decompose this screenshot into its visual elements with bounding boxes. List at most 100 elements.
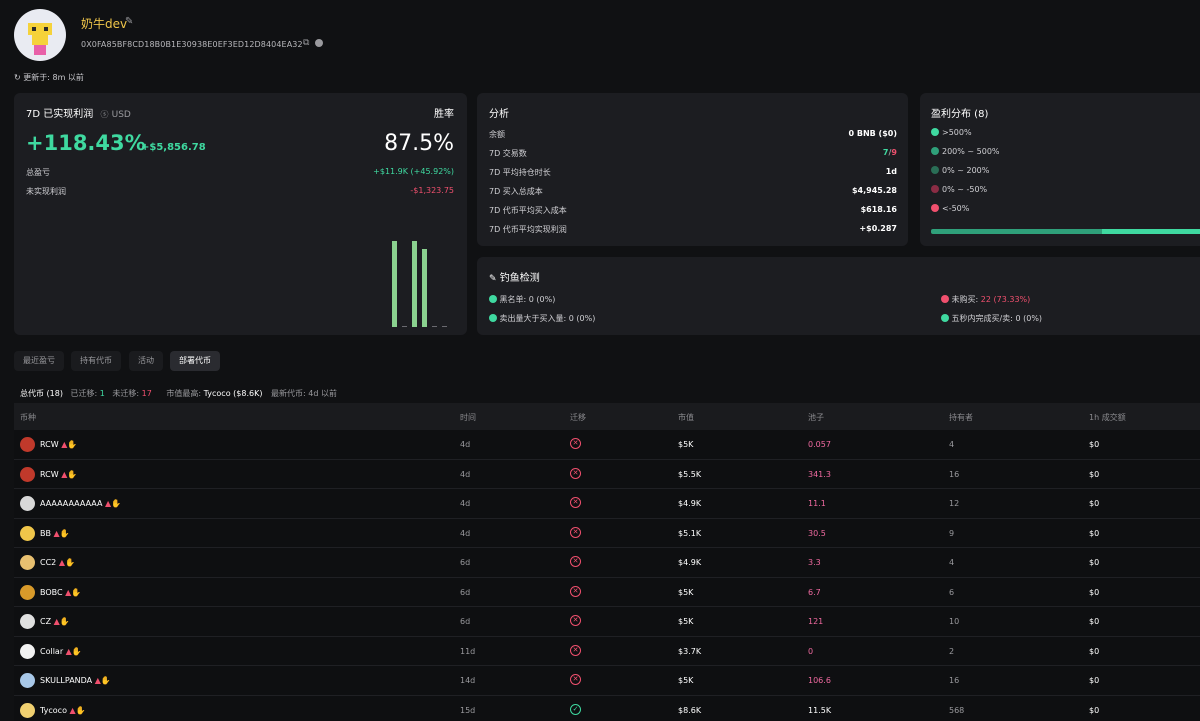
table-row[interactable]: RCW ▲✋ 4d ✕ $5.5K 341.3 16 $0 [14, 459, 1200, 489]
token-name[interactable]: CZ ▲✋ [40, 617, 70, 626]
unrealized-value: -$1,323.75 [410, 186, 454, 195]
sold-more-dot [489, 314, 497, 322]
chain-icon[interactable] [315, 39, 323, 47]
token-holders: 12 [949, 499, 960, 508]
token-pool: 3.3 [808, 558, 821, 567]
fast-trade-dot [941, 314, 949, 322]
x-circle-icon: ✕ [570, 467, 581, 479]
summary-not-migrated-label: 未迁移: [112, 389, 140, 398]
token-name[interactable]: BOBC ▲✋ [40, 588, 81, 597]
table-row[interactable]: Collar ▲✋ 11d ✕ $3.7K 0 2 $0 [14, 636, 1200, 666]
token-icon [20, 525, 35, 541]
token-volume: $0 [1089, 558, 1100, 567]
token-name[interactable]: RCW ▲✋ [40, 470, 77, 479]
refresh-icon[interactable]: ↻ [14, 73, 21, 82]
trades-sep: / [888, 148, 892, 157]
trades-value: 7/9 [883, 148, 897, 157]
x-circle-icon: ✕ [570, 497, 581, 508]
token-holders: 10 [949, 617, 960, 626]
token-name-text[interactable]: CC2 [40, 558, 57, 567]
token-time: 4d [460, 528, 471, 538]
hand-icon: ✋ [67, 469, 78, 479]
sold-more-text: 卖出量大于买入量: 0 (0%) [499, 314, 596, 323]
x-circle-icon: ✕ [570, 615, 581, 626]
token-name-text[interactable]: BOBC [40, 587, 63, 597]
token-pool: 0.057 [808, 440, 831, 449]
col-token[interactable]: 币种 [20, 413, 36, 422]
token-name[interactable]: CC2 ▲✋ [40, 558, 75, 567]
col-migrated[interactable]: 迁移 [570, 413, 586, 422]
table-row[interactable]: BB ▲✋ 4d ✕ $5.1K 30.5 9 $0 [14, 518, 1200, 548]
table-row[interactable]: CC2 ▲✋ 6d ✕ $4.9K 3.3 4 $0 [14, 548, 1200, 578]
token-name-text[interactable]: Tycoco [40, 705, 67, 715]
trades-label: 7D 交易数 [489, 149, 527, 158]
wallet-address: 0X0FA85BF8CD18B0B1E30938E0EF3ED12D8404EA… [81, 40, 303, 49]
hold-time-label: 7D 平均持仓时长 [489, 168, 551, 177]
tab-activity[interactable]: 活动 [129, 351, 163, 371]
token-mcap: $5K [678, 587, 694, 597]
col-time[interactable]: 时间 [460, 413, 476, 422]
distribution-item: <-50% [931, 204, 969, 213]
winrate-label: 胜率 [434, 109, 454, 120]
table-row[interactable]: RCW ▲✋ 4d ✕ $5K 0.057 4 $0 [14, 430, 1200, 460]
token-name-text[interactable]: SKULLPANDA [40, 676, 93, 685]
token-pool: 0 [808, 646, 814, 656]
token-holders: 2 [949, 646, 955, 656]
distribution-bar-segment [1102, 229, 1200, 234]
token-name[interactable]: Collar ▲✋ [40, 647, 82, 656]
currency-label[interactable]: USD [111, 110, 131, 120]
copy-icon[interactable]: ⧉ [303, 38, 310, 48]
col-pool[interactable]: 池子 [808, 413, 824, 422]
token-name-text[interactable]: AAAAAAAAAAA [40, 499, 103, 508]
currency-icon[interactable]: ⓢ [100, 110, 109, 119]
tab-deployed-tokens[interactable]: 部署代币 [170, 351, 220, 371]
table-row[interactable]: CZ ▲✋ 6d ✕ $5K 121 10 $0 [14, 607, 1200, 637]
token-mcap: $4.9K [678, 499, 702, 508]
token-time: 6d [460, 587, 471, 597]
token-name[interactable]: RCW ▲✋ [40, 440, 77, 449]
token-icon [20, 584, 35, 600]
hand-icon: ✋ [64, 558, 75, 567]
edit-icon[interactable]: ✎ [125, 16, 134, 27]
warning-icon: ▲ [58, 558, 65, 567]
fast-trade-text: 五秒内完成买/卖: 0 (0%) [951, 314, 1043, 323]
token-name[interactable]: Tycoco ▲✋ [40, 706, 86, 715]
token-volume: $0 [1089, 440, 1100, 449]
token-name-text[interactable]: Collar [40, 646, 64, 656]
col-mcap[interactable]: 市值 [678, 413, 694, 422]
table-row[interactable]: AAAAAAAAAAA ▲✋ 4d ✕ $4.9K 11.1 12 $0 [14, 489, 1200, 519]
token-pool: 121 [808, 617, 824, 626]
token-name-text[interactable]: CZ [40, 617, 52, 626]
tab-holdings[interactable]: 持有代币 [71, 351, 121, 371]
col-holders[interactable]: 持有者 [949, 413, 973, 422]
token-name-text[interactable]: RCW [40, 440, 59, 449]
table-row[interactable]: SKULLPANDA ▲✋ 14d ✕ $5K 106.6 16 $0 [14, 666, 1200, 696]
distribution-label: 0% ~ -50% [942, 185, 988, 194]
col-volume[interactable]: 1h 成交额 [1089, 413, 1126, 422]
profit-bar [392, 241, 397, 327]
hand-icon: ✋ [71, 587, 82, 597]
token-icon [20, 702, 35, 718]
avg-buy-label: 7D 代币平均买入成本 [489, 206, 567, 215]
hook-icon: ✎ [489, 274, 497, 284]
phishing-title: ✎ 钓鱼检测 [489, 269, 540, 284]
avg-profit-value: +$0.287 [859, 224, 897, 233]
token-name[interactable]: AAAAAAAAAAA ▲✋ [40, 499, 121, 508]
token-name[interactable]: BB ▲✋ [40, 529, 70, 538]
token-name-text[interactable]: RCW [40, 469, 59, 479]
token-time: 11d [460, 646, 476, 656]
token-icon [20, 643, 35, 659]
token-name-text[interactable]: BB [40, 528, 51, 538]
token-volume: $0 [1089, 528, 1100, 538]
avg-profit-label: 7D 代币平均实现利润 [489, 225, 567, 234]
blacklist-text: 黑名单: 0 (0%) [499, 295, 556, 304]
refresh-status[interactable]: ↻ 更新于: 8m 以前 [14, 72, 84, 83]
tab-recent-pnl[interactable]: 最近盈亏 [14, 351, 64, 371]
token-name[interactable]: SKULLPANDA ▲✋ [40, 676, 111, 685]
profit-bar [442, 326, 447, 327]
table-row[interactable]: Tycoco ▲✋ 15d ✓ $8.6K 11.5K 568 $0 [14, 695, 1200, 721]
distribution-item: 0% ~ 200% [931, 166, 989, 175]
token-holders: 6 [949, 587, 955, 597]
profit-bar [402, 326, 407, 327]
table-row[interactable]: BOBC ▲✋ 6d ✕ $5K 6.7 6 $0 [14, 577, 1200, 607]
